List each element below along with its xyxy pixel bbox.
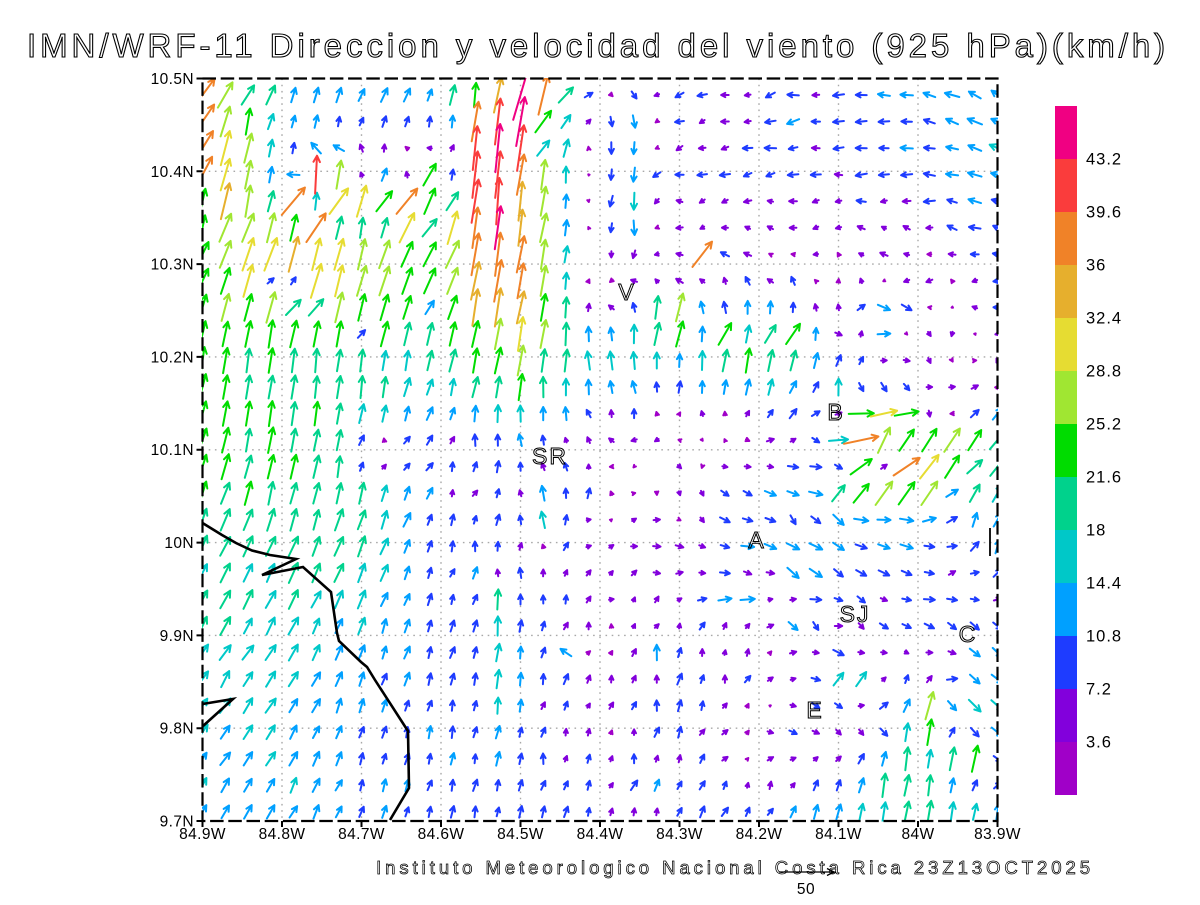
- svg-text:IMN/WRF-11 Direccion y velocid: IMN/WRF-11 Direccion y velocidad del vie…: [27, 27, 1169, 64]
- svg-text:Instituto Meteorologico Nacion: Instituto Meteorologico Nacional Costa R…: [376, 857, 1094, 878]
- svg-text:9.8N: 9.8N: [160, 721, 194, 738]
- svg-text:10.8: 10.8: [1086, 628, 1122, 646]
- svg-text:21.6: 21.6: [1086, 469, 1122, 487]
- svg-text:25.2: 25.2: [1086, 416, 1122, 434]
- svg-text:10N: 10N: [164, 535, 194, 552]
- svg-text:50: 50: [797, 881, 815, 898]
- svg-text:39.6: 39.6: [1086, 204, 1122, 222]
- svg-text:84W: 84W: [901, 826, 934, 843]
- svg-text:9.9N: 9.9N: [160, 628, 194, 645]
- svg-text:C: C: [959, 621, 978, 647]
- svg-text:84.9W: 84.9W: [179, 826, 226, 843]
- svg-text:7.2: 7.2: [1086, 681, 1112, 699]
- svg-text:18: 18: [1086, 522, 1106, 540]
- svg-text:32.4: 32.4: [1086, 310, 1122, 328]
- svg-text:V: V: [618, 279, 635, 305]
- svg-text:84.7W: 84.7W: [338, 826, 385, 843]
- svg-text:SR: SR: [532, 443, 568, 469]
- svg-text:84.3W: 84.3W: [656, 826, 703, 843]
- svg-text:83.9W: 83.9W: [974, 826, 1021, 843]
- svg-text:10.4N: 10.4N: [151, 164, 194, 181]
- svg-text:84.6W: 84.6W: [418, 826, 465, 843]
- svg-text:14.4: 14.4: [1086, 575, 1122, 593]
- svg-text:A: A: [748, 527, 765, 553]
- svg-text:43.2: 43.2: [1086, 151, 1122, 169]
- svg-text:84.8W: 84.8W: [259, 826, 306, 843]
- svg-text:10.2N: 10.2N: [151, 349, 194, 366]
- svg-text:9.7N: 9.7N: [160, 814, 194, 831]
- svg-text:84.4W: 84.4W: [577, 826, 624, 843]
- svg-text:SJ: SJ: [840, 601, 871, 627]
- svg-text:10.5N: 10.5N: [151, 71, 194, 88]
- svg-text:B: B: [827, 399, 844, 425]
- svg-text:28.8: 28.8: [1086, 363, 1122, 381]
- svg-text:E: E: [806, 697, 823, 723]
- svg-text:10.3N: 10.3N: [151, 257, 194, 274]
- svg-text:36: 36: [1086, 257, 1106, 275]
- svg-text:84.2W: 84.2W: [736, 826, 783, 843]
- svg-text:3.6: 3.6: [1086, 734, 1112, 752]
- svg-text:84.5W: 84.5W: [497, 826, 544, 843]
- svg-text:84.1W: 84.1W: [815, 826, 862, 843]
- svg-text:10.1N: 10.1N: [151, 442, 194, 459]
